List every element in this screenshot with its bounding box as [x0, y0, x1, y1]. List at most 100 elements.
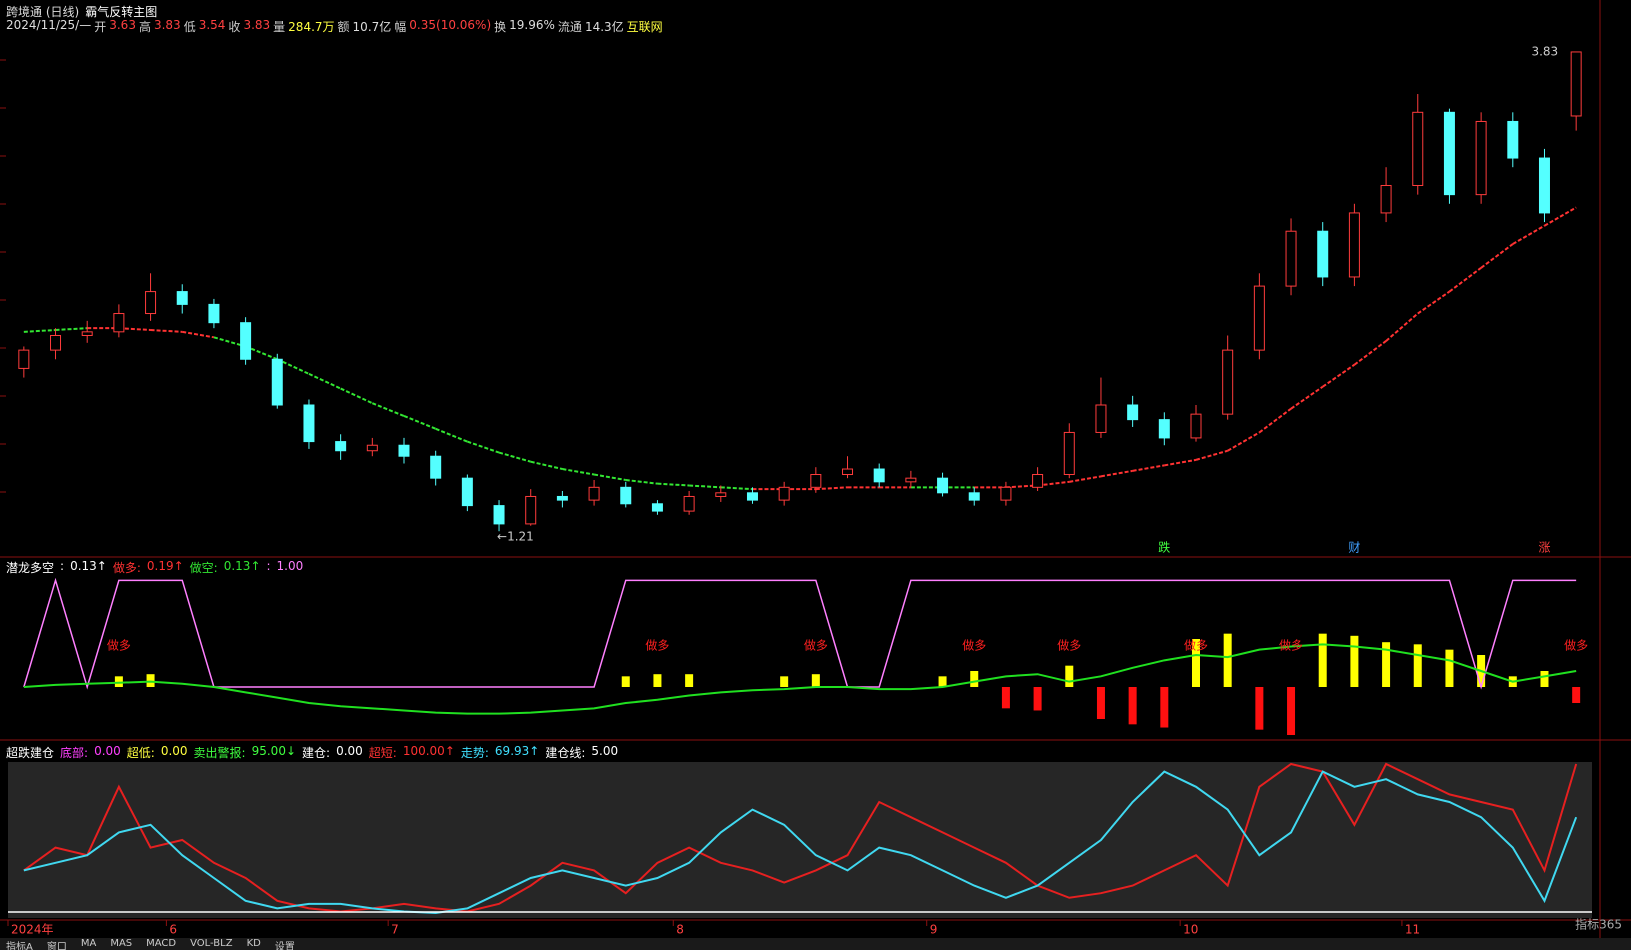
quote-bar: 2024/11/25/— 开 3.63 高 3.83 低 3.54 收 3.83 量 284.7万…	[6, 18, 663, 35]
ma-line	[498, 451, 531, 463]
candle-body	[81, 331, 93, 336]
signal-bar	[1033, 687, 1042, 711]
signal-label: 财	[1348, 541, 1360, 555]
ma-line	[1132, 464, 1165, 472]
ma-line	[1543, 206, 1577, 227]
quote-label: 幅	[394, 20, 407, 34]
panel-header: 潜龙多空:0.13↑ 做多: 0.19↑ 做空: 0.13↑:1.00	[6, 559, 303, 576]
ma-line	[403, 415, 437, 430]
panel-name: 超跌建仓	[6, 746, 55, 760]
signal-bar	[1382, 642, 1391, 687]
ma-line	[1290, 385, 1324, 410]
signal-bar	[1572, 687, 1581, 703]
signal-text: 做多	[1057, 638, 1081, 653]
high-label: 3.83	[1531, 44, 1558, 58]
candle-body	[398, 444, 410, 457]
candle-body	[1063, 431, 1075, 476]
x-tick-label: 11	[1405, 923, 1420, 937]
tab[interactable]: 指标A	[6, 942, 33, 950]
ma-line	[55, 327, 88, 331]
candle-body	[683, 495, 695, 512]
ma-line	[1385, 312, 1419, 342]
signal-text: 做多	[107, 638, 131, 653]
item-value: 1.00	[276, 559, 304, 573]
tab[interactable]: 窗口	[46, 942, 67, 950]
signal-text: 做多	[1184, 638, 1208, 653]
brand: 指标365	[1575, 917, 1622, 932]
candle-body	[810, 474, 822, 488]
quote-label: 额	[337, 20, 350, 34]
item-label: 建仓:	[302, 746, 331, 760]
quote-value: 3.83	[153, 18, 181, 32]
signal-bar	[653, 674, 662, 687]
candle-body	[1222, 349, 1234, 415]
candle-body	[1127, 404, 1139, 421]
item-value: 0.00	[336, 744, 363, 758]
candle-body	[145, 291, 157, 315]
signal-bar	[146, 674, 155, 687]
panel-name: 潜龙多空	[6, 561, 55, 575]
signal-bar	[1318, 633, 1327, 687]
ma-line	[467, 440, 500, 454]
sector: 互联网	[626, 20, 663, 34]
quote-label: 开	[94, 20, 107, 34]
ma-line	[1480, 243, 1514, 269]
ma-line	[1069, 475, 1102, 483]
ma-line	[23, 329, 56, 333]
candle-body	[1348, 212, 1360, 278]
candle-body	[1412, 111, 1424, 186]
ma-line	[1037, 480, 1070, 487]
candle-body	[18, 349, 30, 369]
quote-label: 流通	[557, 20, 582, 34]
tab[interactable]: MACD	[146, 938, 177, 949]
tab[interactable]: MAS	[110, 938, 133, 949]
signal-bar	[1096, 687, 1105, 719]
candle-body	[873, 468, 885, 483]
tab[interactable]: KD	[246, 938, 261, 949]
candle-body	[778, 486, 790, 501]
candle-body	[905, 477, 917, 483]
signal-text: 做多	[1279, 638, 1303, 653]
candle-body	[113, 313, 125, 333]
candle-body	[1032, 474, 1044, 488]
signal-bar	[811, 674, 820, 687]
stock-title: 跨境通 (日线)	[6, 5, 80, 19]
candle-body	[1443, 111, 1455, 196]
item-value: 0.13↑	[70, 559, 107, 573]
ma-line	[530, 460, 563, 470]
candle-body	[715, 492, 727, 497]
ma-line	[1164, 458, 1197, 467]
item-value: 0.00	[94, 744, 121, 758]
indicator-name: 霸气反转主图	[85, 5, 158, 19]
quote-value: 3.54	[198, 18, 226, 32]
ma-line	[689, 484, 721, 489]
candle-body	[176, 291, 188, 305]
ma-line	[150, 329, 183, 333]
signal-bar	[1413, 644, 1422, 687]
candle-body	[588, 486, 600, 501]
candle-body	[303, 404, 315, 443]
x-tick-label: 9	[930, 923, 938, 937]
tab[interactable]: 设置	[274, 942, 295, 950]
quote-label: 量	[273, 20, 286, 34]
indicator-line	[23, 770, 1578, 914]
quote-value: 284.7万	[288, 20, 335, 34]
signal-bar	[1128, 687, 1137, 725]
candle-body	[1380, 184, 1392, 214]
item-value: 69.93↑	[494, 744, 540, 758]
candle-body	[1000, 486, 1012, 501]
candle-body	[208, 303, 220, 324]
tab[interactable]: MA	[80, 938, 97, 949]
tab[interactable]: VOL-BLZ	[190, 938, 233, 949]
candle-body	[968, 492, 980, 501]
quote-label: 收	[228, 20, 241, 34]
ma-line	[118, 327, 151, 331]
candle-body	[271, 358, 283, 406]
ma-line	[593, 473, 626, 481]
ma-line	[1195, 449, 1228, 461]
quote-value: 14.3亿	[584, 20, 624, 34]
candle-body	[620, 486, 632, 505]
signal-bar	[621, 676, 630, 687]
item-label: 做空:	[189, 561, 218, 575]
candle-body	[1095, 404, 1107, 433]
